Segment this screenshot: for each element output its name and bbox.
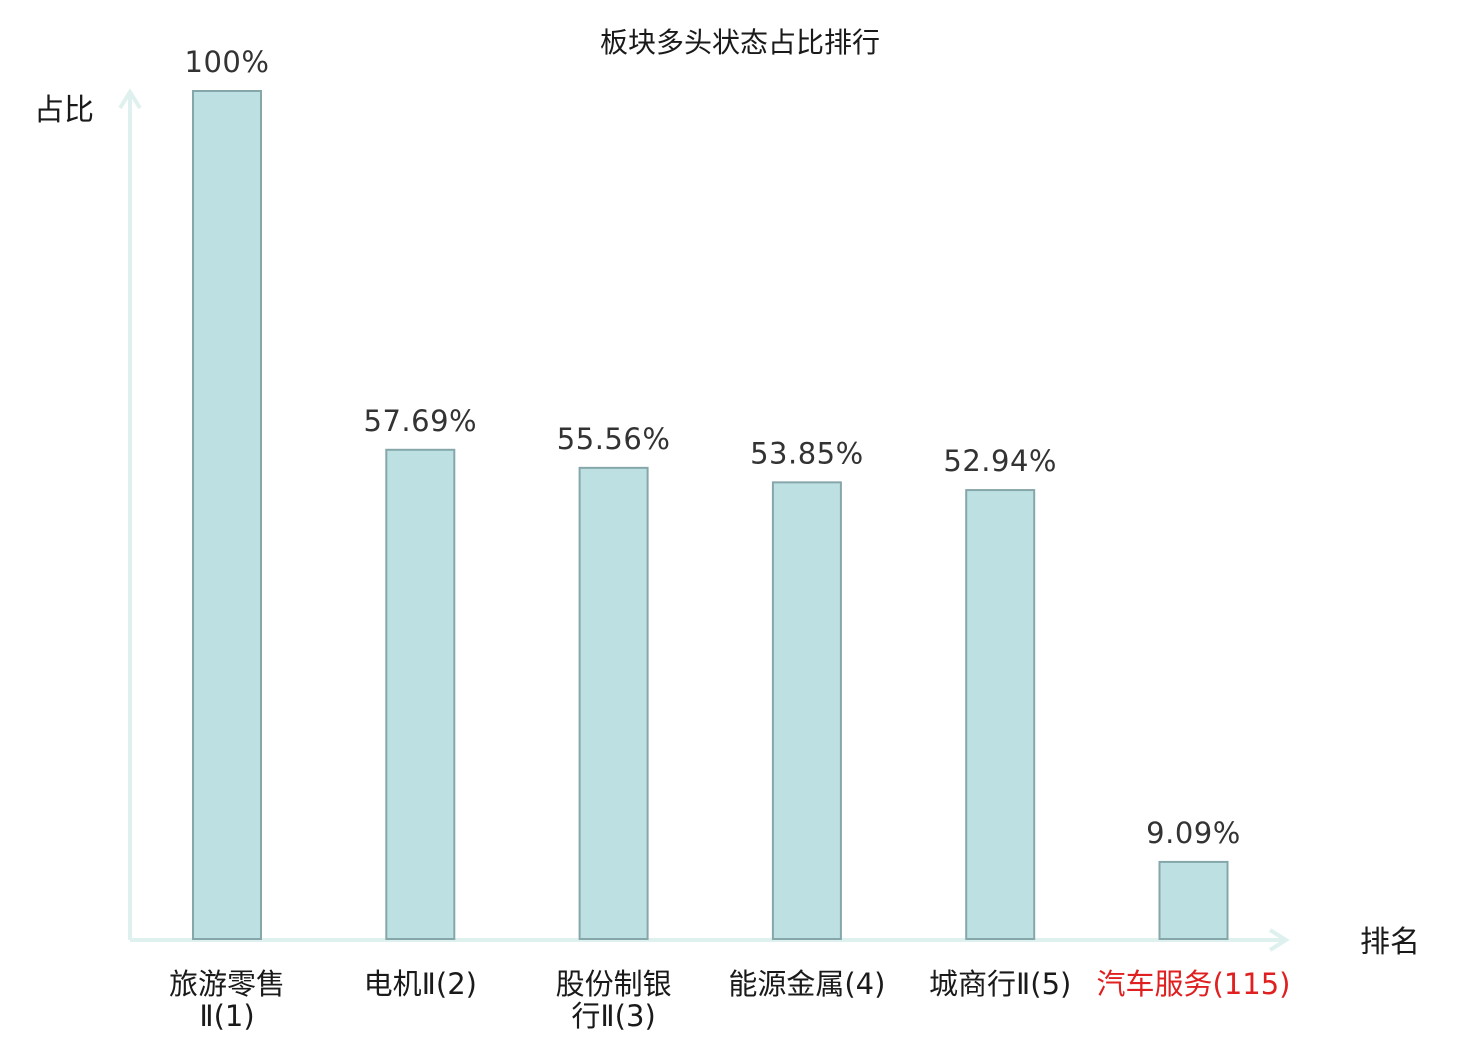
value-label-4: 53.85% (750, 436, 864, 470)
category-label-6: 汽车服务(115) (1097, 967, 1291, 1001)
bars-group (192, 90, 1229, 941)
category-label-4: 能源金属(4) (728, 967, 885, 1001)
bar-3 (578, 466, 649, 940)
value-labels-group: 100% 57.69% 55.56% 53.85% 52.94% 9.09% (185, 45, 1241, 850)
category-label-line: Ⅱ(1) (199, 999, 254, 1033)
value-label-6: 9.09% (1146, 816, 1241, 850)
x-axis-arrow-icon (1268, 928, 1290, 952)
category-label-3: 股份制银行Ⅱ(3) (556, 967, 672, 1033)
category-label-line: 股份制银 (556, 967, 672, 1001)
value-label-5: 52.94% (943, 444, 1057, 478)
category-label-5: 城商行Ⅱ(5) (929, 967, 1071, 1001)
chart-title: 板块多头状态占比排行 (600, 26, 880, 59)
category-label-line: 汽车服务(115) (1097, 967, 1291, 1001)
x-axis-label: 排名 (1360, 925, 1420, 960)
value-label-3: 55.56% (557, 422, 671, 456)
category-label-1: 旅游零售 Ⅱ(1) (169, 967, 285, 1033)
axes (118, 88, 1290, 952)
bar-1 (192, 90, 262, 940)
value-label-2: 57.69% (364, 404, 478, 438)
category-label-line: 城商行Ⅱ(5) (929, 967, 1071, 1001)
bar-5 (965, 489, 1036, 940)
bar-2 (385, 448, 456, 940)
category-label-2: 电机Ⅱ(2) (364, 967, 477, 1001)
category-label-line: 行Ⅱ(3) (571, 999, 655, 1033)
category-label-line: 能源金属(4) (728, 967, 885, 1001)
category-label-line: 电机Ⅱ(2) (364, 967, 477, 1001)
category-label-line: 旅游零售 (169, 967, 285, 1001)
bar-4 (771, 481, 842, 940)
y-axis-label: 占比 (34, 93, 94, 128)
value-label-1: 100% (185, 45, 270, 79)
bar-6 (1158, 860, 1229, 941)
y-axis-arrow-icon (118, 88, 142, 110)
category-labels-group: 旅游零售 Ⅱ(1) 电机Ⅱ(2) 股份制银行Ⅱ(3) 能源金属(4) 城商行Ⅱ(5) 汽车服… (169, 967, 1291, 1033)
